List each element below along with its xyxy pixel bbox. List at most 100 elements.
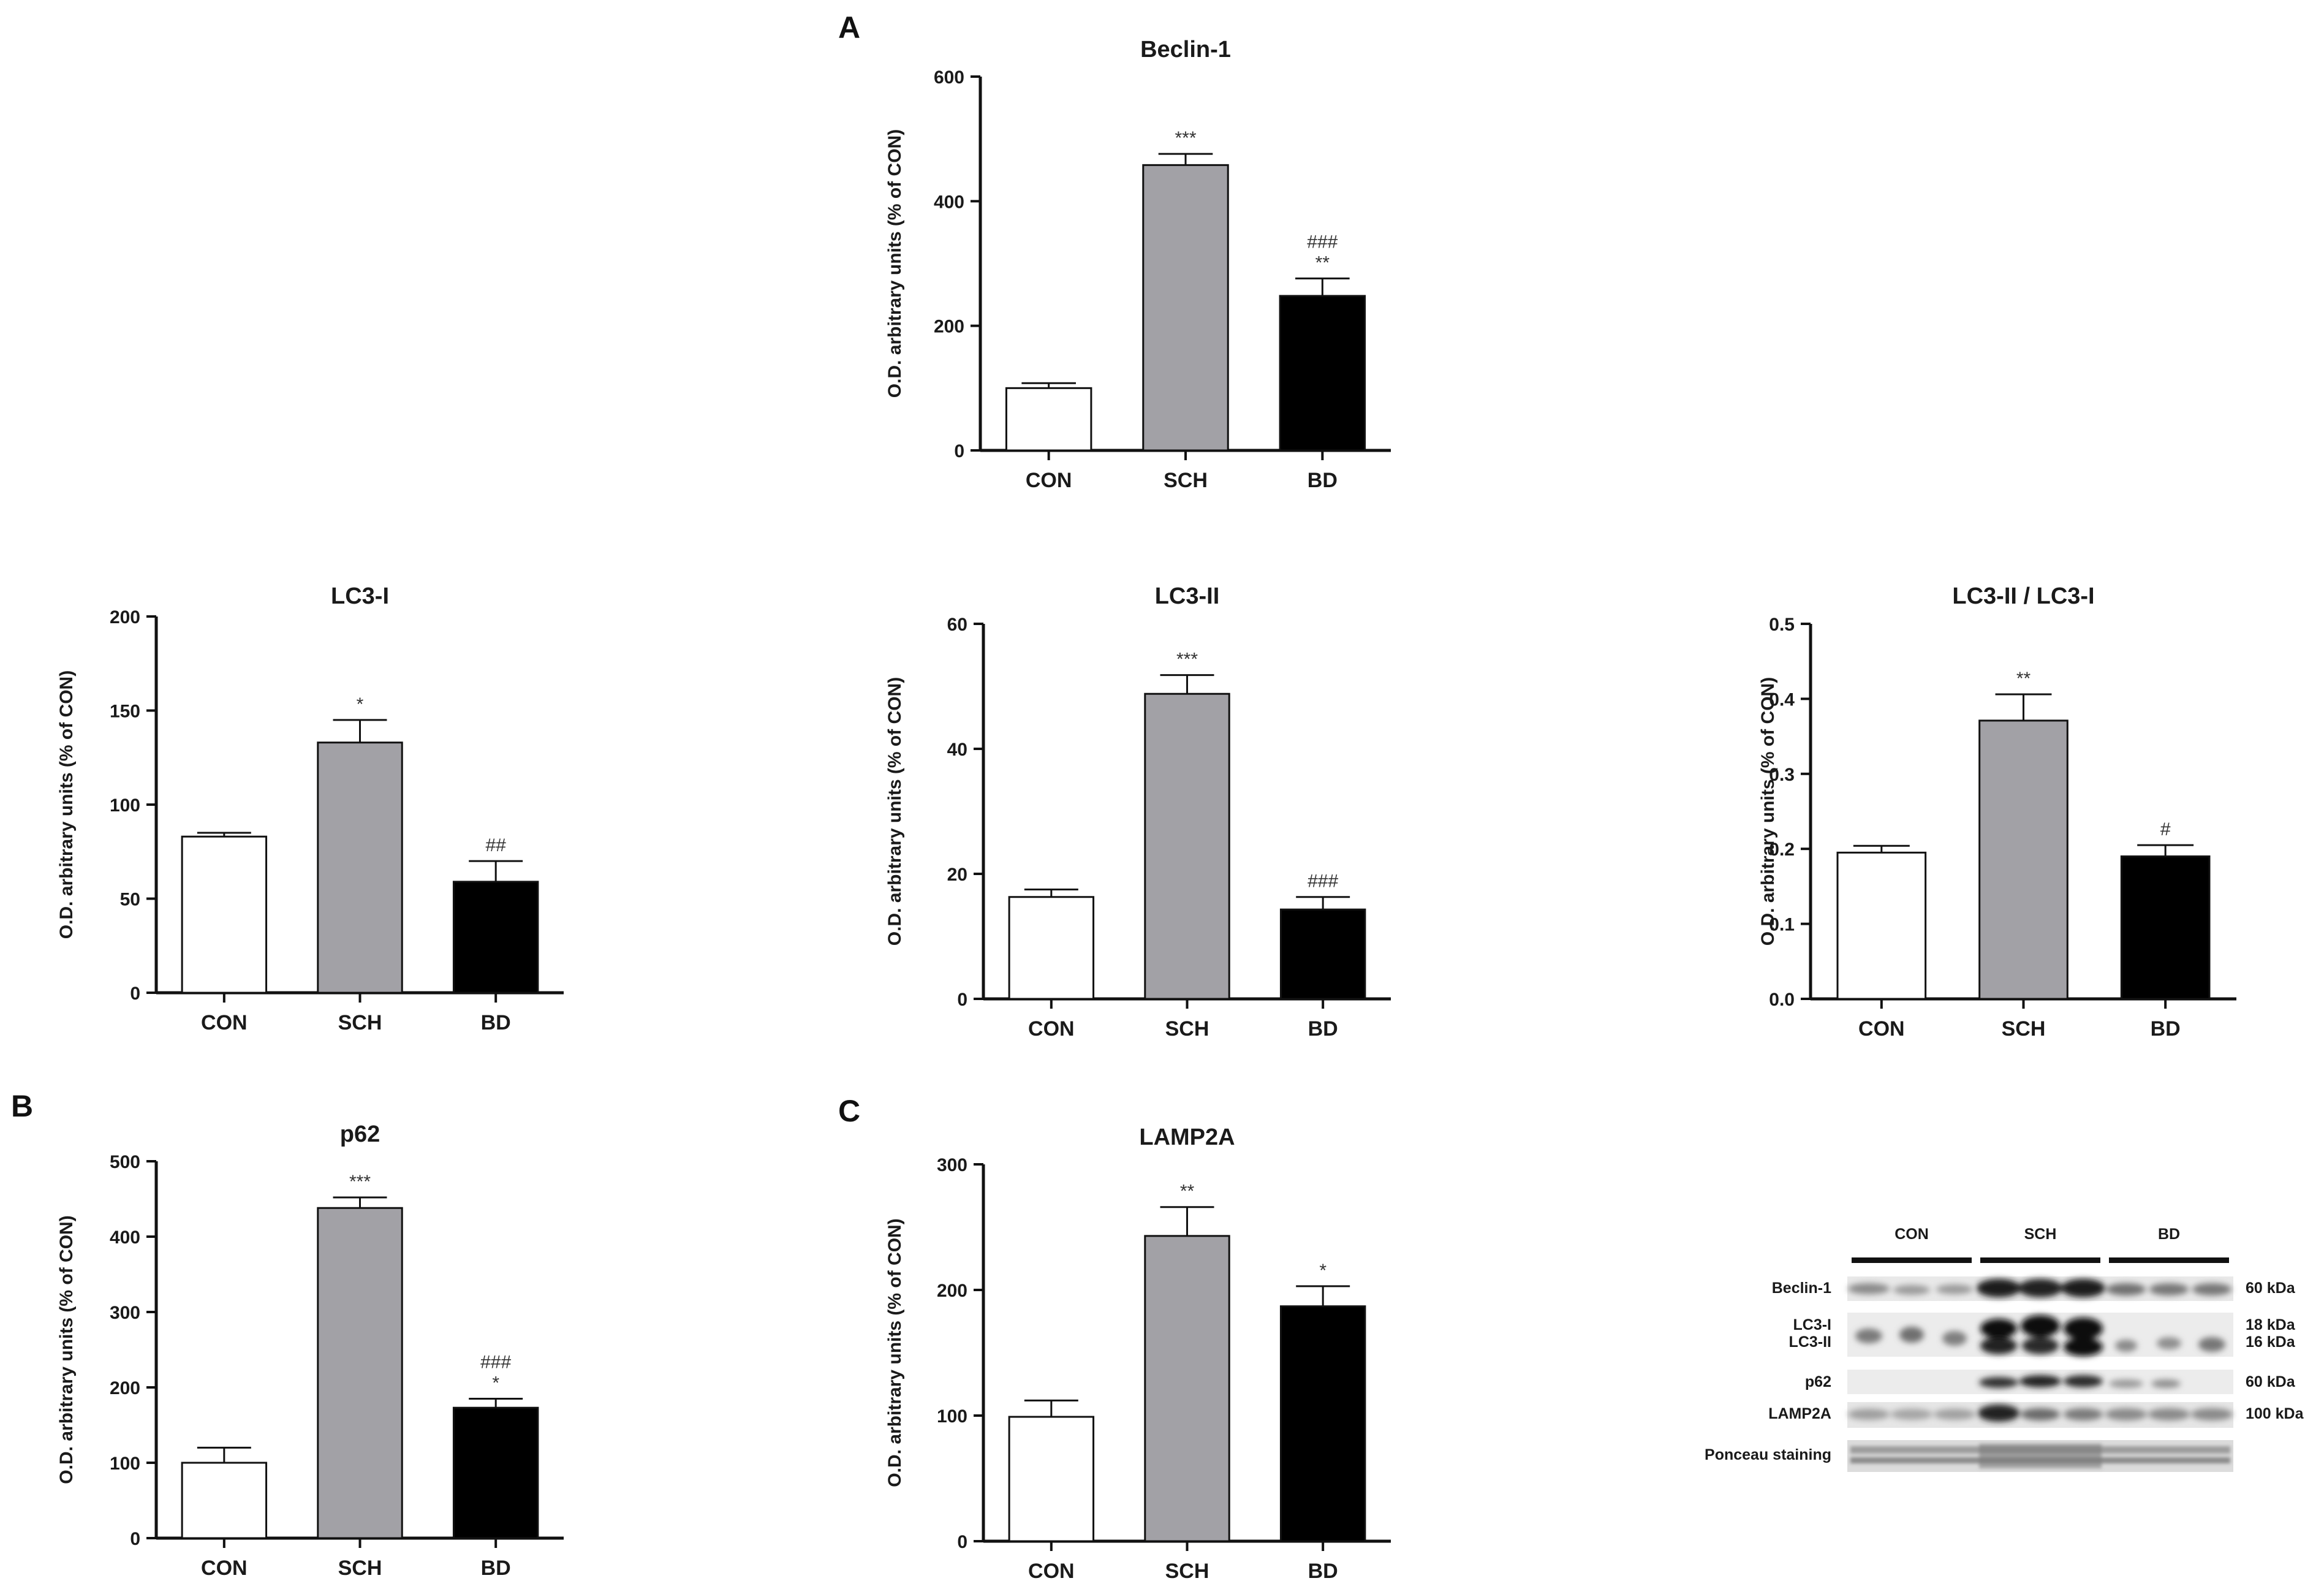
bar-bd xyxy=(2120,855,2211,1000)
bar-con xyxy=(1008,896,1095,1000)
panel-letter-b: B xyxy=(11,1089,33,1123)
x-category-label: SCH xyxy=(2002,1017,2046,1041)
blot-group-bd: BD xyxy=(2158,1226,2180,1243)
y-tick-label: 0.3 xyxy=(1769,765,1795,785)
x-category-label: CON xyxy=(1026,469,1072,492)
y-tick-label: 100 xyxy=(110,1454,140,1474)
y-tick-label: 0 xyxy=(130,1529,140,1549)
y-axis-label: O.D. arbitrary units (% of CON) xyxy=(885,677,905,946)
bar-sch xyxy=(1142,164,1229,452)
blot-label-lc3i: LC3-I xyxy=(1793,1316,1832,1333)
y-tick-label: 40 xyxy=(947,740,967,760)
blot-kda-lamp2a: 100 kDa xyxy=(2246,1405,2304,1422)
y-tick-label: 400 xyxy=(110,1227,140,1248)
bar-sch xyxy=(1978,719,2069,1000)
significance-marker: ### xyxy=(1307,232,1338,252)
bar-sch xyxy=(1144,692,1230,1000)
blot-bands-ponceau xyxy=(1850,1444,2230,1468)
y-tick-label: 200 xyxy=(110,607,140,628)
blot-label-beclin1: Beclin-1 xyxy=(1772,1280,1831,1297)
y-tick-label: 0.5 xyxy=(1769,615,1795,635)
western-blot: CON SCH BD Beclin-1 LC3-I LC3-II p62 LAM… xyxy=(1705,1226,2304,1472)
y-tick-label: 200 xyxy=(937,1281,967,1301)
y-tick-label: 300 xyxy=(937,1155,967,1175)
chart-lc3i: LC3-I O.D. arbitrary units (% of CON) 0 50 1… xyxy=(56,583,564,1034)
y-tick-label: 0.2 xyxy=(1769,840,1795,860)
x-category-label: CON xyxy=(1858,1017,1905,1041)
bar-bd xyxy=(1279,908,1366,1000)
y-tick-label: 500 xyxy=(110,1152,140,1172)
y-tick-label: 150 xyxy=(110,702,140,722)
y-tick-label: 50 xyxy=(120,890,140,910)
x-category-label: CON xyxy=(201,1557,248,1580)
bar-bd xyxy=(1279,295,1366,452)
y-tick-label: 100 xyxy=(937,1406,967,1427)
y-axis-label: O.D. arbitrary units (% of CON) xyxy=(885,129,905,398)
blot-group-bar-sch xyxy=(1980,1257,2100,1263)
bar-bd xyxy=(452,1406,539,1539)
chart-title: LAMP2A xyxy=(1139,1124,1235,1150)
chart-beclin1: Beclin-1 O.D. arbitrary units (% of CON) 0… xyxy=(885,37,1391,492)
y-tick-label: 0 xyxy=(130,984,140,1004)
significance-marker: *** xyxy=(349,1172,371,1192)
bar-sch xyxy=(1144,1235,1230,1542)
blot-group-bar-bd xyxy=(2109,1257,2229,1263)
chart-ratio: LC3-II / LC3-I O.D. arbitrary units (% of… xyxy=(1758,583,2236,1041)
blot-kda-p62: 60 kDa xyxy=(2246,1373,2296,1390)
significance-marker: ** xyxy=(2016,669,2031,689)
y-tick-label: 200 xyxy=(934,317,964,337)
blot-kda-lc3i: 18 kDa xyxy=(2246,1316,2296,1333)
x-category-label: SCH xyxy=(1165,1560,1209,1583)
x-category-label: BD xyxy=(1308,1560,1338,1583)
chart-title: LC3-II / LC3-I xyxy=(1952,583,2094,609)
significance-marker: ** xyxy=(1315,252,1330,273)
blot-group-bar-con xyxy=(1852,1257,1972,1263)
significance-marker: # xyxy=(2160,819,2171,840)
chart-lamp2a: LAMP2A O.D. arbitrary units (% of CON) 0 10… xyxy=(885,1124,1391,1583)
bar-sch xyxy=(317,741,403,994)
x-category-label: SCH xyxy=(1164,469,1208,492)
x-category-label: BD xyxy=(1308,469,1338,492)
panel-letter-a: A xyxy=(838,10,860,45)
significance-marker: *** xyxy=(1175,128,1196,148)
chart-p62: p62 O.D. arbitrary units (% of CON) 0 100 20… xyxy=(56,1121,564,1580)
significance-marker: ** xyxy=(1180,1181,1195,1202)
y-tick-label: 300 xyxy=(110,1303,140,1323)
y-tick-label: 20 xyxy=(947,865,967,885)
y-tick-label: 0.0 xyxy=(1769,990,1795,1010)
x-category-label: BD xyxy=(1308,1017,1338,1041)
y-tick-label: 600 xyxy=(934,67,964,88)
x-category-label: BD xyxy=(2151,1017,2181,1041)
blot-bands-lc3 xyxy=(1855,1315,2225,1356)
bar-sch xyxy=(317,1207,403,1539)
chart-title: p62 xyxy=(340,1121,380,1147)
panel-letter-c: C xyxy=(838,1094,860,1128)
chart-title: LC3-I xyxy=(331,583,389,609)
y-tick-label: 0 xyxy=(954,441,964,461)
x-category-label: SCH xyxy=(338,1011,382,1034)
significance-marker: *** xyxy=(1176,650,1198,670)
significance-marker: ### xyxy=(480,1352,511,1372)
x-category-label: SCH xyxy=(338,1557,382,1580)
significance-marker: ### xyxy=(1308,871,1338,892)
x-category-label: SCH xyxy=(1165,1017,1209,1041)
blot-kda-beclin1: 60 kDa xyxy=(2246,1280,2296,1297)
significance-marker: ## xyxy=(485,835,506,855)
y-tick-label: 0.1 xyxy=(1769,915,1795,935)
chart-title: Beclin-1 xyxy=(1140,37,1231,63)
x-category-label: CON xyxy=(1028,1017,1075,1041)
bar-con xyxy=(1008,1416,1095,1542)
y-tick-label: 400 xyxy=(934,192,964,212)
bar-con xyxy=(181,835,268,994)
blot-group-con: CON xyxy=(1894,1226,1929,1243)
y-tick-label: 0 xyxy=(957,990,967,1010)
blot-kda-lc3ii: 16 kDa xyxy=(2246,1333,2296,1351)
y-tick-label: 0.4 xyxy=(1769,689,1795,710)
charts-layer: Beclin-1 O.D. arbitrary units (% of CON) 0… xyxy=(56,37,2236,1583)
blot-bands-p62 xyxy=(1979,1375,2181,1388)
y-tick-label: 60 xyxy=(947,615,967,635)
blot-label-lc3ii: LC3-II xyxy=(1789,1333,1831,1351)
blot-label-p62: p62 xyxy=(1805,1373,1831,1390)
blot-label-ponceau: Ponceau staining xyxy=(1705,1446,1831,1463)
